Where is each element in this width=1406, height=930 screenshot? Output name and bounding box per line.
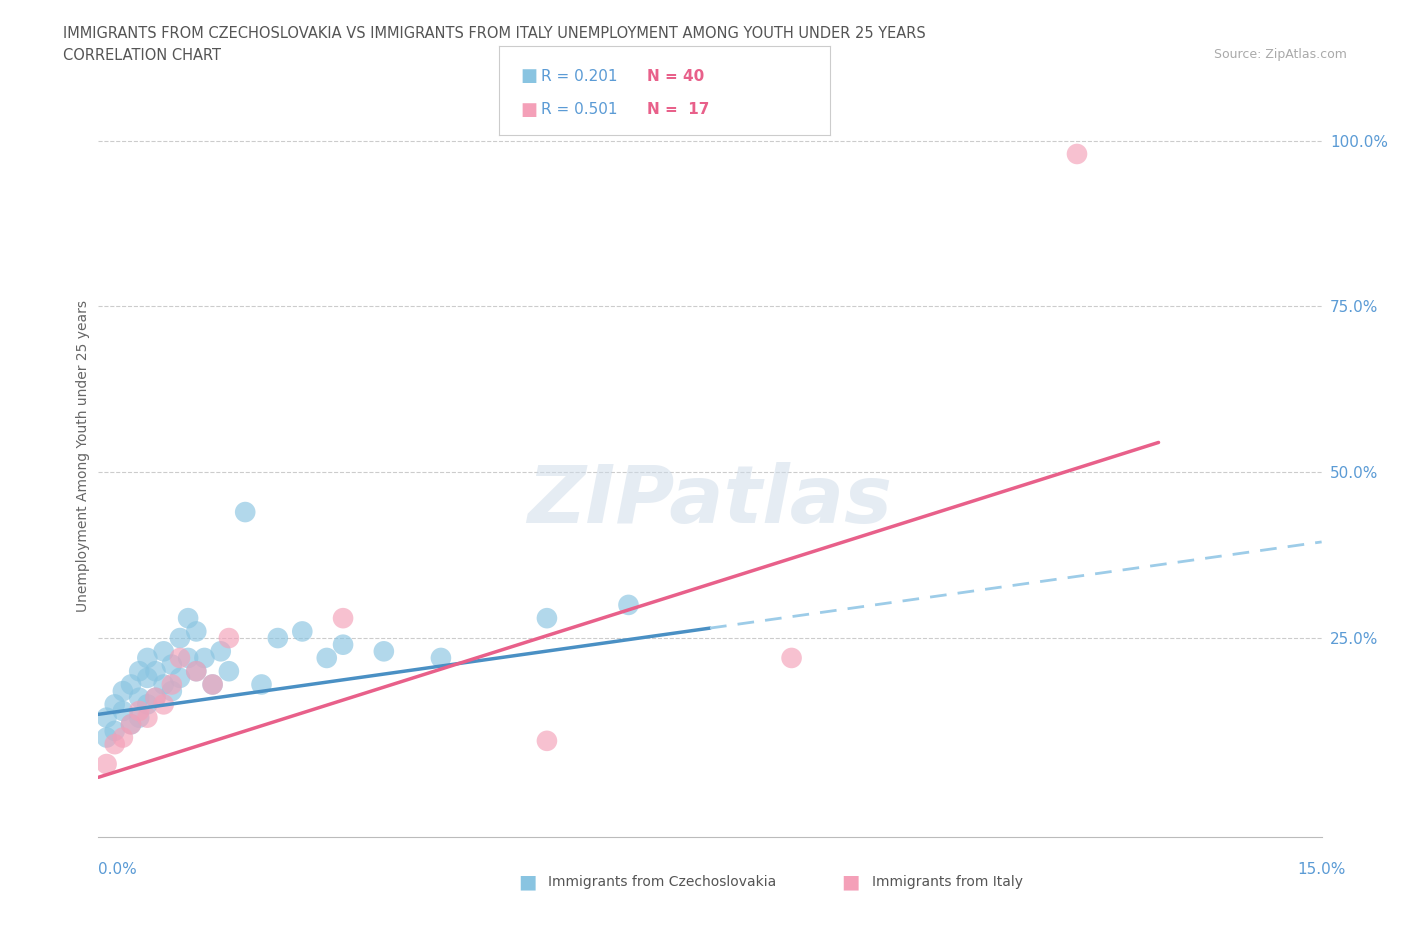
Point [250,677,273,692]
Point [128,690,150,705]
Point [104,697,127,711]
Point [218,631,240,645]
Text: ■: ■ [520,100,537,119]
Text: 0.0%: 0.0% [98,862,138,877]
Point [169,631,191,645]
Point [96,757,118,772]
Text: N = 40: N = 40 [647,69,704,84]
Point [111,704,134,719]
Text: Source: ZipAtlas.com: Source: ZipAtlas.com [1213,48,1347,61]
Point [536,734,558,749]
Point [177,650,200,665]
Point [186,624,208,639]
Point [218,664,240,679]
Text: R = 0.501: R = 0.501 [541,102,617,117]
Point [430,650,453,665]
Point [201,677,224,692]
Point [104,724,127,738]
Point [152,697,174,711]
Point [160,684,183,698]
Point [120,717,142,732]
Point [332,611,354,626]
Point [128,711,150,725]
Point [145,690,167,705]
Point [128,664,150,679]
Point [233,505,256,520]
Point [177,611,200,626]
Y-axis label: Unemployment Among Youth under 25 years: Unemployment Among Youth under 25 years [76,299,90,612]
Point [169,671,191,685]
Point [111,684,134,698]
Text: IMMIGRANTS FROM CZECHOSLOVAKIA VS IMMIGRANTS FROM ITALY UNEMPLOYMENT AMONG YOUTH: IMMIGRANTS FROM CZECHOSLOVAKIA VS IMMIGR… [63,26,927,41]
Point [160,658,183,672]
Point [193,650,215,665]
Point [373,644,395,658]
Point [315,650,337,665]
Point [332,637,354,652]
Point [1066,147,1088,162]
Point [267,631,290,645]
Point [169,650,191,665]
Text: ZIPatlas: ZIPatlas [527,462,893,540]
Text: 15.0%: 15.0% [1298,862,1346,877]
Text: ■: ■ [517,872,537,891]
Point [201,677,224,692]
Point [136,671,159,685]
Point [136,697,159,711]
Point [120,677,142,692]
Point [536,611,558,626]
Point [96,730,118,745]
Point [136,711,159,725]
Point [136,650,159,665]
Point [291,624,314,639]
Point [128,704,150,719]
Point [186,664,208,679]
Point [111,730,134,745]
Point [96,711,118,725]
Point [145,664,167,679]
Point [160,677,183,692]
Text: Immigrants from Czechoslovakia: Immigrants from Czechoslovakia [548,874,776,889]
Text: ■: ■ [520,67,537,86]
Text: N =  17: N = 17 [647,102,709,117]
Text: CORRELATION CHART: CORRELATION CHART [63,48,221,63]
Text: ■: ■ [841,872,860,891]
Text: R = 0.201: R = 0.201 [541,69,617,84]
Point [120,717,142,732]
Point [152,644,174,658]
Point [209,644,232,658]
Point [186,664,208,679]
Text: Immigrants from Italy: Immigrants from Italy [872,874,1022,889]
Point [104,737,127,751]
Point [145,690,167,705]
Point [617,597,640,612]
Point [780,650,803,665]
Point [152,677,174,692]
